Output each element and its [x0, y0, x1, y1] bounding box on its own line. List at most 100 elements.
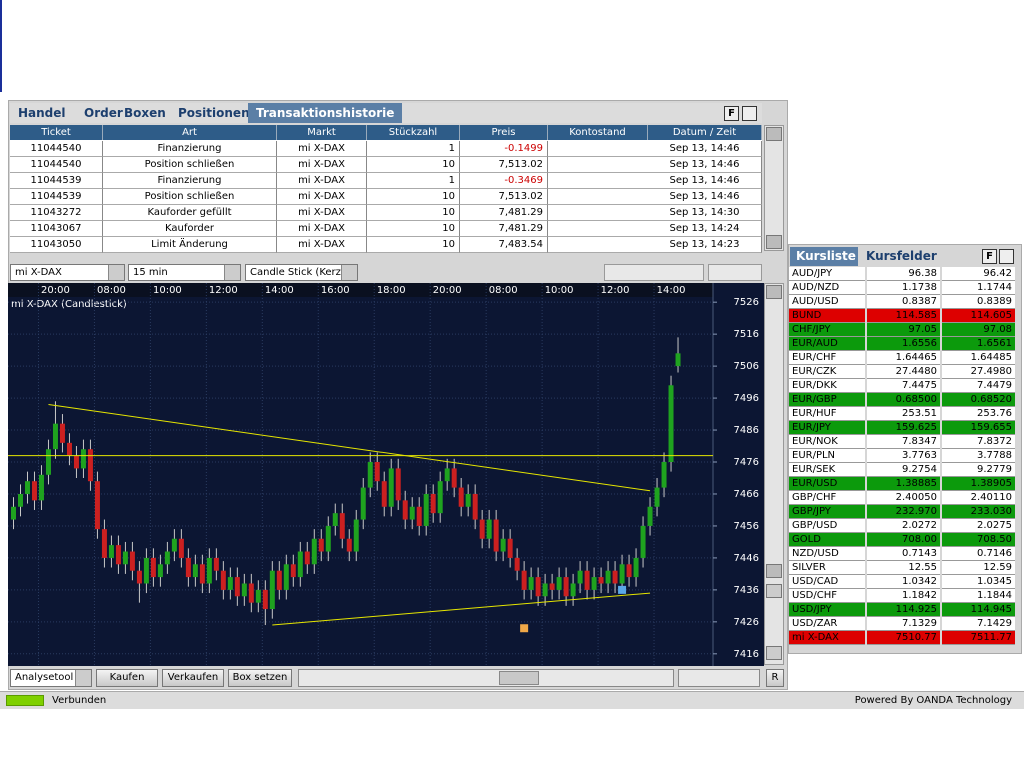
quote-ask[interactable]: 1.0345: [942, 575, 1015, 589]
quote-bid[interactable]: 253.51: [867, 407, 940, 421]
quote-ask[interactable]: 7511.77: [942, 631, 1015, 645]
quote-ask[interactable]: 9.2779: [942, 463, 1015, 477]
column-header[interactable]: Markt: [277, 125, 367, 140]
column-header[interactable]: Stückzahl: [367, 125, 460, 140]
quote-ask[interactable]: 1.6561: [942, 337, 1015, 351]
float-button[interactable]: F: [724, 106, 739, 121]
quote-name[interactable]: NZD/USD: [789, 547, 865, 561]
quote-bid[interactable]: 114.925: [867, 603, 940, 617]
quote-bid[interactable]: 1.0342: [867, 575, 940, 589]
column-header[interactable]: Kontostand: [548, 125, 648, 140]
buy-button[interactable]: Kaufen: [96, 669, 158, 687]
quote-bid[interactable]: 7.8347: [867, 435, 940, 449]
quote-name[interactable]: EUR/SEK: [789, 463, 865, 477]
quote-name[interactable]: USD/ZAR: [789, 617, 865, 631]
quote-name[interactable]: GBP/JPY: [789, 505, 865, 519]
chart-side-scrollbar[interactable]: [764, 283, 784, 665]
quote-name[interactable]: EUR/USD: [789, 477, 865, 491]
column-header[interactable]: Datum / Zeit: [648, 125, 762, 140]
table-scrollbar[interactable]: [764, 125, 784, 251]
quote-ask[interactable]: 2.0275: [942, 519, 1015, 533]
quote-name[interactable]: EUR/PLN: [789, 449, 865, 463]
zoom-slider[interactable]: [678, 669, 760, 687]
quote-bid[interactable]: 7.1329: [867, 617, 940, 631]
quote-bid[interactable]: 114.585: [867, 309, 940, 323]
quote-bid[interactable]: 12.55: [867, 561, 940, 575]
tab[interactable]: Positionen: [178, 106, 250, 120]
box-button[interactable]: Box setzen: [228, 669, 292, 687]
quote-ask[interactable]: 1.1744: [942, 281, 1015, 295]
quote-ask[interactable]: 3.7788: [942, 449, 1015, 463]
scroll-thumb[interactable]: [499, 671, 539, 685]
quote-name[interactable]: GBP/USD: [789, 519, 865, 533]
quote-ask[interactable]: 114.605: [942, 309, 1015, 323]
scroll-down[interactable]: [766, 235, 782, 249]
quote-name[interactable]: GBP/CHF: [789, 491, 865, 505]
tab[interactable]: Order: [84, 106, 123, 120]
dropdown-arrow[interactable]: [108, 265, 124, 280]
tab[interactable]: Boxen: [124, 106, 166, 120]
quote-ask[interactable]: 1.38905: [942, 477, 1015, 491]
quote-name[interactable]: EUR/DKK: [789, 379, 865, 393]
quote-bid[interactable]: 2.40050: [867, 491, 940, 505]
column-header[interactable]: Ticket: [10, 125, 103, 140]
quote-bid[interactable]: 2.0272: [867, 519, 940, 533]
quote-ask[interactable]: 7.4479: [942, 379, 1015, 393]
reset-button[interactable]: R: [766, 669, 784, 687]
quote-name[interactable]: EUR/JPY: [789, 421, 865, 435]
quote-name[interactable]: CHF/JPY: [789, 323, 865, 337]
quote-ask[interactable]: 114.945: [942, 603, 1015, 617]
quote-bid[interactable]: 7.4475: [867, 379, 940, 393]
quote-bid[interactable]: 1.64465: [867, 351, 940, 365]
quote-bid[interactable]: 708.00: [867, 533, 940, 547]
quote-name[interactable]: BUND: [789, 309, 865, 323]
quote-name[interactable]: AUD/NZD: [789, 281, 865, 295]
restore-button[interactable]: [742, 106, 757, 121]
quote-name[interactable]: EUR/NOK: [789, 435, 865, 449]
quote-name[interactable]: EUR/AUD: [789, 337, 865, 351]
quote-ask[interactable]: 27.4980: [942, 365, 1015, 379]
interval-select[interactable]: 15 min: [128, 264, 241, 281]
chart-hscrollbar[interactable]: [298, 669, 674, 687]
dropdown-arrow[interactable]: [224, 265, 240, 280]
quote-ask[interactable]: 12.59: [942, 561, 1015, 575]
drawing-tools[interactable]: [604, 264, 704, 281]
quote-ask[interactable]: 253.76: [942, 407, 1015, 421]
quote-name[interactable]: USD/CAD: [789, 575, 865, 589]
zoom-tools[interactable]: [708, 264, 762, 281]
zoom-in[interactable]: [766, 584, 782, 598]
quote-bid[interactable]: 159.625: [867, 421, 940, 435]
scroll-up[interactable]: [766, 285, 782, 299]
quote-ask[interactable]: 233.030: [942, 505, 1015, 519]
quote-name[interactable]: USD/JPY: [789, 603, 865, 617]
quote-ask[interactable]: 7.8372: [942, 435, 1015, 449]
column-header[interactable]: Art: [103, 125, 277, 140]
scroll-up[interactable]: [766, 127, 782, 141]
float-button[interactable]: F: [982, 249, 997, 264]
quote-ask[interactable]: 7.1429: [942, 617, 1015, 631]
quote-ask[interactable]: 708.50: [942, 533, 1015, 547]
quote-name[interactable]: EUR/GBP: [789, 393, 865, 407]
column-header[interactable]: Preis: [460, 125, 548, 140]
quote-name[interactable]: EUR/HUF: [789, 407, 865, 421]
quote-name[interactable]: SILVER: [789, 561, 865, 575]
style-select[interactable]: Candle Stick (Kerze: [245, 264, 358, 281]
quotes-tab[interactable]: Kursfelder: [866, 249, 937, 263]
quote-bid[interactable]: 1.1738: [867, 281, 940, 295]
zoom-out[interactable]: [766, 646, 782, 660]
quote-name[interactable]: USD/CHF: [789, 589, 865, 603]
quote-name[interactable]: AUD/USD: [789, 295, 865, 309]
quote-bid[interactable]: 0.7143: [867, 547, 940, 561]
quote-bid[interactable]: 27.4480: [867, 365, 940, 379]
quote-name[interactable]: AUD/JPY: [789, 267, 865, 281]
quote-name[interactable]: mi X-DAX: [789, 631, 865, 645]
quote-bid[interactable]: 3.7763: [867, 449, 940, 463]
sell-button[interactable]: Verkaufen: [162, 669, 224, 687]
quote-bid[interactable]: 232.970: [867, 505, 940, 519]
quote-ask[interactable]: 97.08: [942, 323, 1015, 337]
quote-bid[interactable]: 9.2754: [867, 463, 940, 477]
quote-ask[interactable]: 0.8389: [942, 295, 1015, 309]
quote-ask[interactable]: 0.68520: [942, 393, 1015, 407]
quote-ask[interactable]: 96.42: [942, 267, 1015, 281]
quote-bid[interactable]: 1.1842: [867, 589, 940, 603]
